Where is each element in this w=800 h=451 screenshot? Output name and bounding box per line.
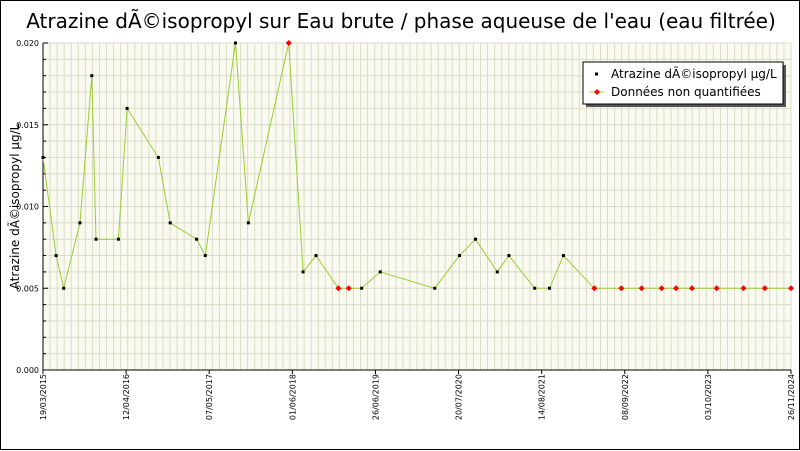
data-point <box>116 237 120 241</box>
data-point <box>125 106 129 110</box>
non-quantified-point <box>335 285 342 292</box>
x-tick-label: 12/04/2016 <box>122 374 131 420</box>
y-tick-label: 0.015 <box>16 121 39 130</box>
x-tick-label: 14/08/2021 <box>538 374 547 420</box>
data-point <box>62 286 66 290</box>
data-point <box>90 74 94 78</box>
x-tick-label: 26/11/2024 <box>787 374 796 420</box>
data-point <box>233 41 237 45</box>
data-point <box>495 270 499 274</box>
data-point <box>156 155 160 159</box>
data-point <box>433 286 437 290</box>
non-quantified-point <box>658 285 665 292</box>
non-quantified-point <box>285 40 292 46</box>
data-point <box>378 270 382 274</box>
y-tick-label: 0.010 <box>16 203 39 212</box>
x-tick-label: 01/06/2018 <box>288 374 297 420</box>
data-point <box>301 270 305 274</box>
legend-marker-non-quantified <box>594 89 600 95</box>
x-tick-label: 03/10/2023 <box>704 374 713 420</box>
legend-label: Données non quantifiées <box>611 85 761 99</box>
legend-label: Atrazine dÃ©isopropyl µg/L <box>611 66 777 81</box>
data-point <box>195 237 199 241</box>
x-tick-label: 08/09/2022 <box>621 374 630 420</box>
data-point <box>203 254 207 258</box>
non-quantified-point <box>345 285 352 292</box>
non-quantified-point <box>591 285 598 292</box>
y-tick-label: 0.000 <box>16 366 39 375</box>
data-point <box>547 286 551 290</box>
data-point <box>533 286 537 290</box>
data-point <box>94 237 98 241</box>
non-quantified-point <box>761 285 768 292</box>
data-point <box>168 221 172 225</box>
data-point <box>561 254 565 258</box>
data-point <box>314 254 318 258</box>
chart-title: Atrazine dÃ©isopropyl sur Eau brute / ph… <box>26 9 776 33</box>
non-quantified-point <box>713 285 720 292</box>
y-tick-label: 0.005 <box>16 284 39 293</box>
x-tick-label: 20/07/2020 <box>455 374 464 420</box>
data-point <box>78 221 82 225</box>
data-point <box>507 254 511 258</box>
non-quantified-point <box>618 285 625 292</box>
non-quantified-point <box>688 285 695 292</box>
data-point <box>54 254 58 258</box>
x-tick-label: 19/03/2015 <box>39 374 48 420</box>
legend-box <box>582 61 784 105</box>
non-quantified-point <box>673 285 680 292</box>
data-point <box>360 286 364 290</box>
x-tick-label: 26/06/2019 <box>371 374 380 420</box>
non-quantified-point <box>788 285 794 292</box>
legend-marker-quantified <box>595 72 598 76</box>
y-axis-label: Atrazine dÃ©isopropyl µg/L <box>7 123 22 289</box>
non-quantified-point <box>638 285 645 292</box>
x-tick-label: 07/05/2017 <box>205 374 214 420</box>
data-point <box>474 237 478 241</box>
data-point <box>41 155 45 159</box>
y-tick-label: 0.020 <box>16 39 39 48</box>
data-point <box>246 221 250 225</box>
non-quantified-point <box>740 285 747 292</box>
data-point <box>457 254 461 258</box>
